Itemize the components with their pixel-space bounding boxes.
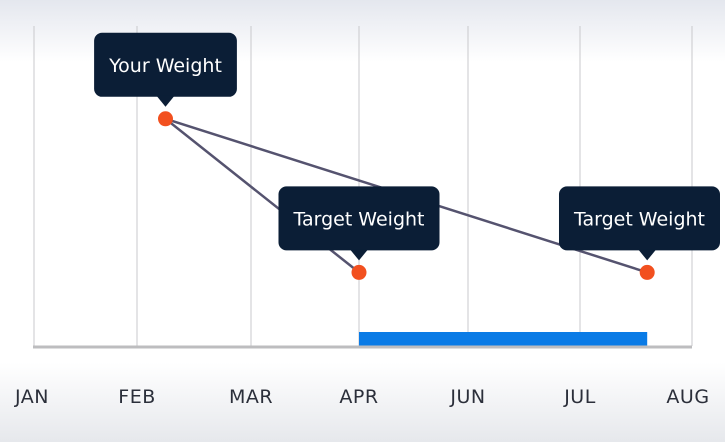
- tooltip-box: [558, 186, 720, 251]
- data-point[interactable]: [351, 264, 367, 280]
- tooltip-target-weight: Target Weight: [558, 186, 720, 261]
- x-tick-jan: JAN: [14, 386, 49, 408]
- target-range-bar: [359, 332, 648, 346]
- x-tick-aug: AUG: [666, 386, 709, 408]
- x-tick-apr: APR: [339, 386, 378, 408]
- data-points: [158, 111, 655, 280]
- x-tick-mar: MAR: [229, 386, 273, 408]
- tooltip-target-weight: Target Weight: [278, 186, 440, 261]
- x-tick-jul: JUL: [563, 386, 596, 408]
- tooltip-label: Target Weight: [292, 208, 424, 230]
- x-tick-jun: JUN: [449, 386, 485, 408]
- tooltip-arrow: [350, 249, 368, 261]
- tooltip-your-weight: Your Weight: [94, 32, 237, 107]
- tooltip-box: [94, 32, 237, 97]
- tooltip-label: Your Weight: [108, 55, 222, 77]
- tooltip-box: [278, 186, 440, 251]
- tooltip-arrow: [638, 249, 657, 261]
- tooltip-arrow: [156, 95, 175, 107]
- x-tick-feb: FEB: [118, 386, 155, 408]
- tooltips: Your Weight Target Weight Target Weight: [94, 32, 720, 261]
- range-bar-group: [359, 332, 648, 346]
- data-point[interactable]: [158, 111, 173, 127]
- data-point[interactable]: [639, 264, 655, 280]
- tooltip-label: Target Weight: [573, 208, 705, 230]
- x-tick-labels: JAN FEB MAR APR JUN JUL AUG: [14, 386, 709, 408]
